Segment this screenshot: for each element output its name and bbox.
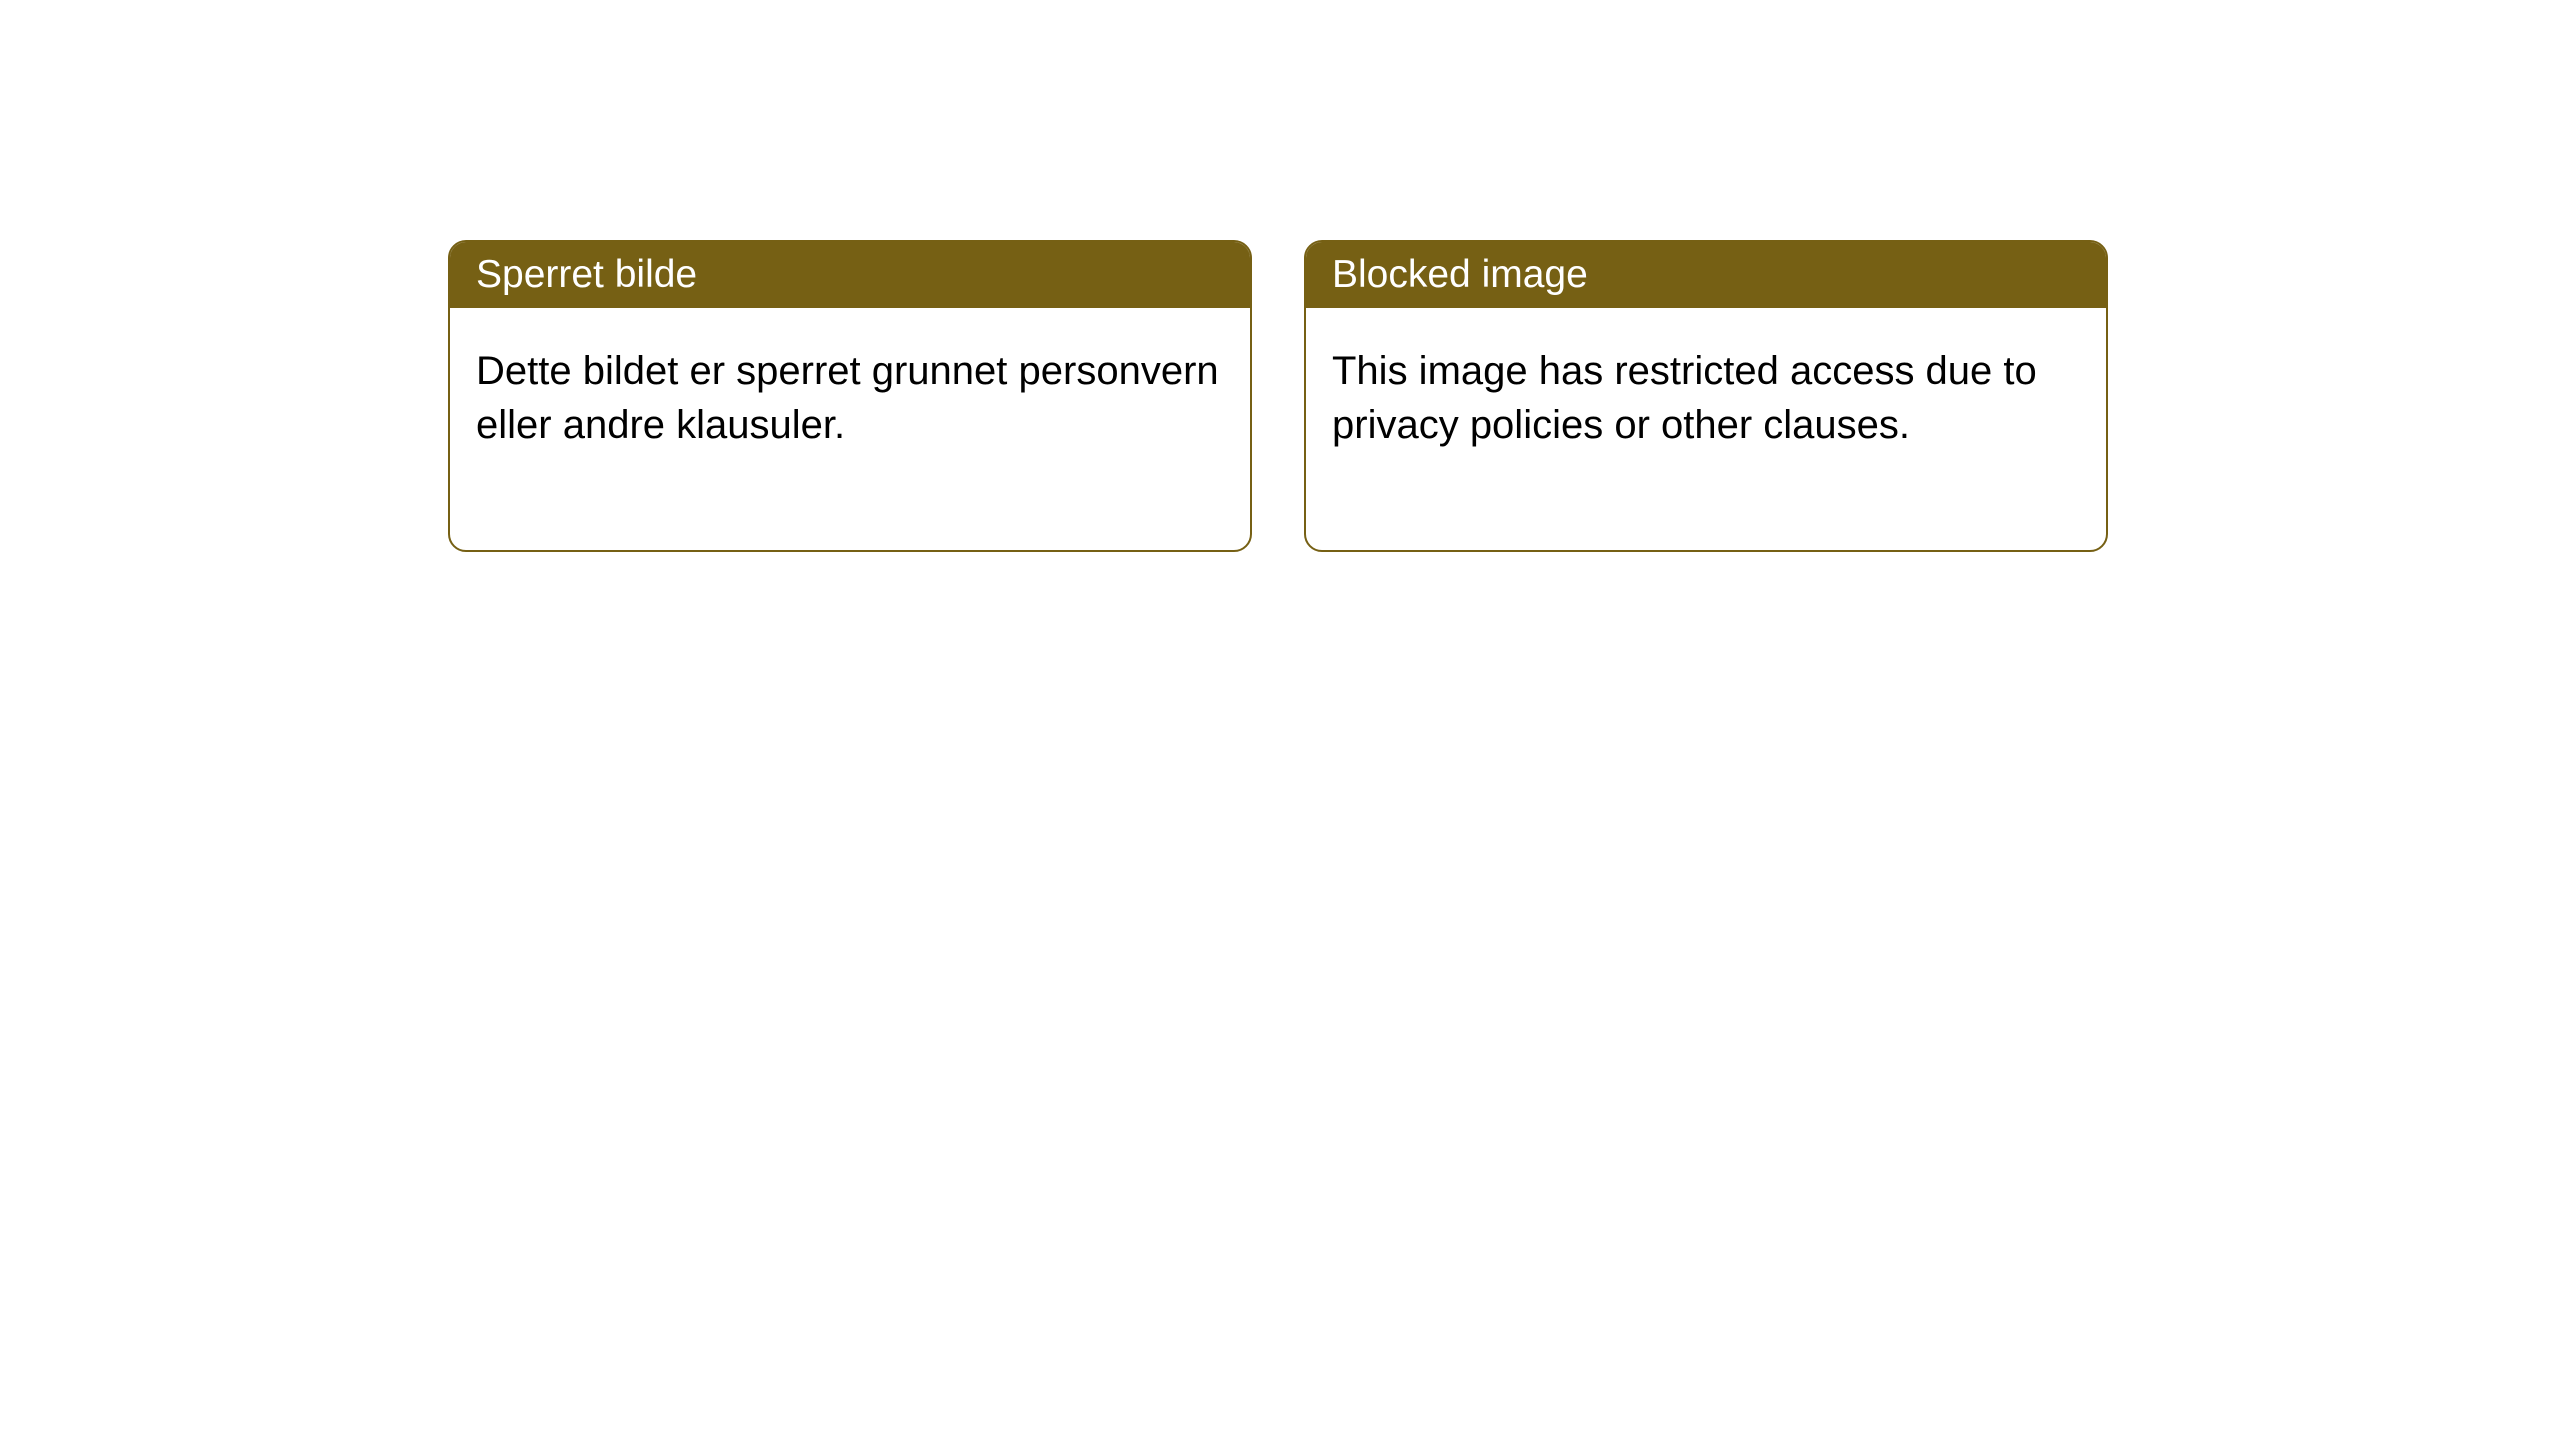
notice-header-norwegian: Sperret bilde [450, 242, 1250, 308]
notice-body-english: This image has restricted access due to … [1306, 308, 2106, 550]
notice-header-english: Blocked image [1306, 242, 2106, 308]
notice-body-norwegian: Dette bildet er sperret grunnet personve… [450, 308, 1250, 550]
notice-container: Sperret bilde Dette bildet er sperret gr… [448, 240, 2108, 552]
notice-card-norwegian: Sperret bilde Dette bildet er sperret gr… [448, 240, 1252, 552]
notice-card-english: Blocked image This image has restricted … [1304, 240, 2108, 552]
